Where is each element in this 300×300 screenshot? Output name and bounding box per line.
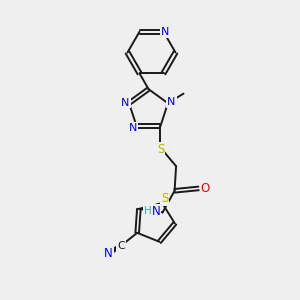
Text: H: H <box>144 206 152 216</box>
Text: C: C <box>117 241 125 251</box>
Text: N: N <box>121 98 130 108</box>
Text: N: N <box>152 205 160 218</box>
Text: N: N <box>129 122 137 133</box>
Text: O: O <box>201 182 210 195</box>
Text: S: S <box>157 143 164 156</box>
Text: N: N <box>161 27 169 37</box>
Text: N: N <box>104 247 113 260</box>
Text: N: N <box>167 97 176 107</box>
Text: S: S <box>161 192 168 205</box>
